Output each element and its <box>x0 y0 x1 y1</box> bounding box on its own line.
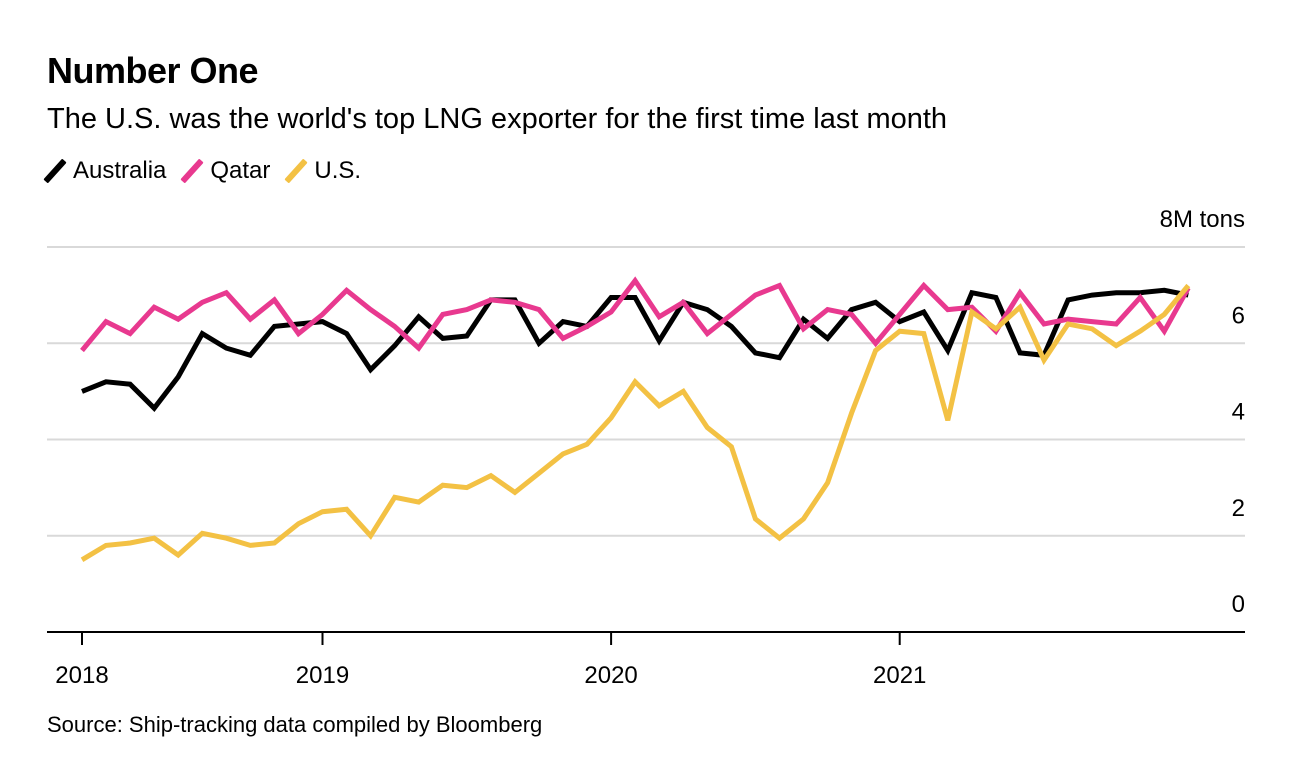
chart-title: Number One <box>47 50 259 91</box>
series-line-us <box>80 283 1191 562</box>
legend-item-australia: Australia <box>47 157 166 185</box>
x-tick-label: 2021 <box>873 662 926 689</box>
y-tick-label: 4 <box>1232 399 1245 426</box>
chart-subtitle: The U.S. was the world's top LNG exporte… <box>47 103 948 135</box>
y-tick-label: 6 <box>1232 302 1245 329</box>
series-lines <box>80 276 1191 562</box>
legend-item-us: U.S. <box>288 157 361 185</box>
legend-label-qatar: Qatar <box>210 157 271 184</box>
y-tick-label: 0 <box>1232 591 1245 618</box>
x-axis-ticks: 2018 2019 2020 2021 <box>55 632 926 689</box>
legend-label-us: U.S. <box>314 157 362 184</box>
x-tick-label: 2020 <box>584 662 637 689</box>
y-axis-labels: 0 2 4 6 8M tons <box>1160 206 1245 618</box>
legend-label-australia: Australia <box>73 157 167 184</box>
legend: Australia Qatar U.S. <box>47 157 379 185</box>
x-tick-label: 2019 <box>296 662 349 689</box>
gridlines <box>47 246 1245 537</box>
y-tick-label: 8M tons <box>1160 206 1245 233</box>
source-note: Source: Ship-tracking data compiled by B… <box>47 712 543 737</box>
y-tick-label: 2 <box>1232 495 1245 522</box>
x-tick-label: 2018 <box>55 662 108 689</box>
legend-item-qatar: Qatar <box>184 157 270 185</box>
